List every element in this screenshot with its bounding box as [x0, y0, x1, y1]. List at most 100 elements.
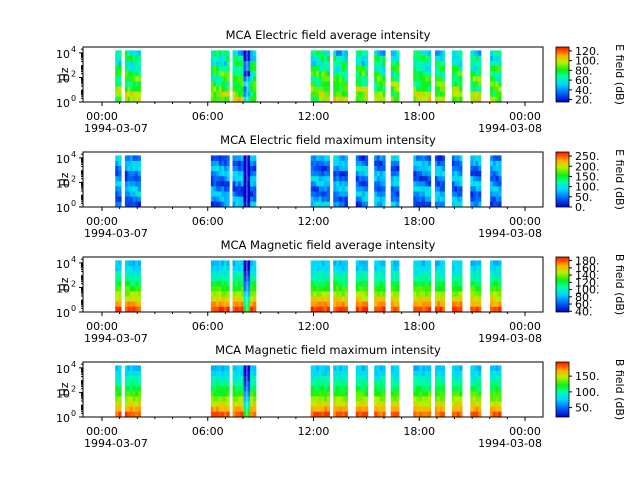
spectrogram-cell	[135, 406, 139, 412]
spectrogram-cell	[361, 370, 366, 376]
spectrogram-cell	[393, 80, 397, 87]
spectrogram-cell	[115, 170, 119, 177]
spectrogram-cell	[253, 380, 257, 387]
spectrogram-cell	[374, 306, 378, 312]
spectrogram-cell	[313, 170, 317, 177]
spectrogram-cell	[218, 60, 222, 67]
spectrogram-cell	[361, 185, 366, 192]
spectrogram-cell	[374, 165, 378, 172]
spectrogram-cell	[495, 275, 499, 282]
spectrogram-cell	[216, 80, 220, 87]
spectrogram-cell	[427, 175, 432, 182]
spectrogram-cell	[427, 290, 432, 297]
spectrogram-cell	[358, 370, 363, 376]
spectrogram-cell	[338, 270, 343, 277]
spectrogram-cell	[396, 401, 400, 407]
spectrogram-cell	[422, 296, 426, 302]
spectrogram-cell	[419, 196, 423, 202]
spectrogram-cell	[498, 91, 502, 97]
spectrogram-cell	[470, 380, 474, 387]
spectrogram-cell	[118, 60, 122, 67]
spectrogram-cell	[326, 365, 330, 371]
spectrogram-cell	[253, 390, 257, 397]
spectrogram-cell	[498, 395, 502, 402]
spectrogram-cell	[326, 296, 330, 302]
spectrogram-cell	[344, 70, 348, 77]
spectrogram-cell	[470, 290, 474, 297]
spectrogram-cell	[232, 60, 236, 67]
spectrogram-cell	[213, 91, 217, 97]
spectrogram-cell	[374, 260, 378, 266]
spectrogram-cell	[238, 175, 242, 182]
spectrogram-cell	[470, 201, 474, 207]
spectrogram-cell	[475, 290, 479, 297]
spectrogram-cell	[456, 296, 460, 302]
spectrogram-cell	[235, 86, 239, 92]
spectrogram-cell	[240, 75, 244, 82]
spectrogram-cell	[427, 375, 432, 382]
spectrogram-cell	[240, 401, 244, 407]
spectrogram-cell	[238, 55, 242, 61]
spectrogram-cell	[127, 86, 131, 92]
spectrogram-cell	[419, 70, 423, 77]
spectrogram-cell	[216, 96, 220, 102]
spectrogram-cell	[232, 185, 236, 192]
spectrogram-cell	[490, 270, 494, 277]
spectrogram-cell	[235, 370, 239, 376]
spectrogram-cell	[434, 191, 438, 197]
spectrogram-cell	[316, 96, 320, 102]
spectrogram-cell	[454, 406, 458, 412]
spectrogram-cell	[127, 296, 131, 302]
spectrogram-cell	[419, 170, 423, 177]
spectrogram-cell	[253, 375, 257, 382]
spectrogram-cell	[216, 296, 220, 302]
spectrogram-cell	[495, 280, 499, 287]
spectrogram-cell	[310, 390, 314, 397]
spectrogram-cell	[454, 365, 458, 371]
spectrogram-cell	[124, 60, 128, 67]
spectrogram-cell	[316, 285, 320, 292]
spectrogram-cell	[221, 290, 225, 297]
spectrogram-cell	[492, 191, 497, 197]
spectrogram-cell	[470, 55, 474, 61]
spectrogram-cell	[454, 86, 458, 92]
spectrogram-cell	[396, 60, 400, 67]
spectrogram-cell	[379, 375, 383, 382]
spectrogram-cell	[498, 191, 502, 197]
spectrogram-cell	[492, 296, 497, 302]
spectrogram-cell	[253, 175, 257, 182]
spectrogram-cell	[127, 155, 131, 161]
spectrogram-cell	[132, 80, 136, 87]
spectrogram-cell	[456, 50, 460, 56]
spectrogram-cell	[416, 301, 420, 307]
spectrogram-cell	[318, 370, 322, 376]
spectrogram-cell	[456, 306, 460, 312]
spectrogram-cell	[132, 86, 136, 92]
spectrogram-cell	[310, 196, 314, 202]
spectrogram-cell	[382, 370, 386, 376]
spectrogram-cell	[424, 185, 429, 192]
spectrogram-cell	[390, 180, 394, 187]
spectrogram-cell	[427, 50, 432, 56]
spectrogram-cell	[344, 65, 348, 72]
spectrogram-cell	[393, 285, 397, 292]
spectrogram-cell	[437, 65, 441, 72]
spectrogram-cell	[338, 96, 343, 102]
spectrogram-cell	[355, 70, 360, 77]
spectrogram-cell	[247, 86, 251, 92]
spectrogram-cell	[338, 380, 343, 387]
spectrogram-cell	[336, 191, 340, 197]
spectrogram-cell	[364, 86, 369, 92]
spectrogram-cell	[478, 86, 482, 92]
spectrogram-cell	[115, 306, 119, 312]
spectrogram-cell	[396, 380, 400, 387]
spectrogram-cell	[235, 411, 239, 417]
spectrogram-cell	[413, 385, 417, 392]
spectrogram-cell	[224, 55, 228, 61]
spectrogram-cell	[472, 406, 476, 412]
spectrogram-cell	[355, 50, 360, 56]
spectrogram-cell	[321, 290, 325, 297]
spectrogram-cell	[437, 96, 441, 102]
spectrogram-cell	[459, 375, 463, 382]
spectrogram-cell	[232, 401, 236, 407]
